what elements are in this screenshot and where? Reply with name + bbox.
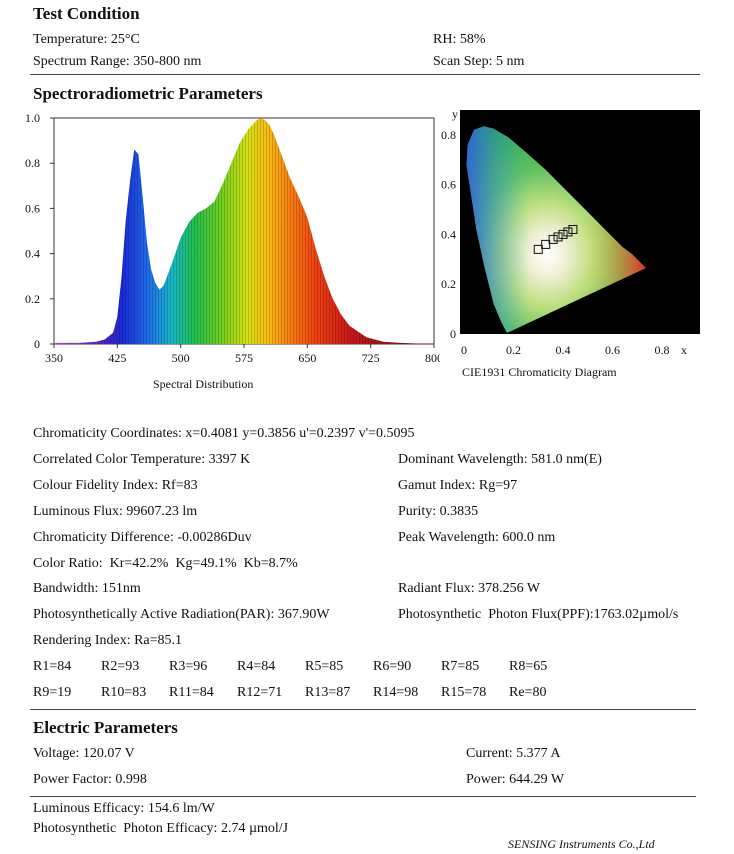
peak-wavelength: Peak Wavelength: 600.0 nm — [398, 530, 556, 545]
x-axis-symbol: x — [681, 343, 687, 357]
y-tick-label: 0.2 — [25, 292, 40, 306]
chromaticity-point — [558, 229, 568, 239]
fidelity-index: Colour Fidelity Index: Rf=83 — [33, 478, 198, 493]
r-value: R13=87 — [305, 685, 351, 700]
chromaticity-point — [541, 239, 551, 249]
relative-humidity: RH: 58% — [433, 32, 486, 47]
r-value: R14=98 — [373, 685, 419, 700]
r-value: R12=71 — [237, 685, 283, 700]
r-value: R2=93 — [101, 659, 140, 674]
luminous-flux: Luminous Flux: 99607.23 lm — [33, 504, 198, 519]
y-tick-label: 0.6 — [441, 178, 456, 192]
gamut-index: Gamut Index: Rg=97 — [398, 478, 518, 493]
x-tick-label: 0.4 — [556, 343, 571, 357]
divider — [30, 74, 700, 75]
r-value: R5=85 — [305, 659, 344, 674]
dominant-wavelength: Dominant Wavelength: 581.0 nm(E) — [398, 452, 602, 467]
divider — [30, 709, 696, 710]
photon-efficacy: Photosynthetic Photon Efficacy: 2.74 µmo… — [33, 821, 289, 836]
cie-xlabel: CIE1931 Chromaticity Diagram — [462, 365, 617, 379]
y-tick-label: 1.0 — [25, 111, 40, 125]
y-tick-label: 0.4 — [25, 247, 40, 261]
cct: Correlated Color Temperature: 3397 K — [33, 452, 251, 467]
spectral-distribution-chart: 350 425 500 575 650 725 800 0 0.2 0.4 0.6 0.8 1.0 — [25, 111, 440, 365]
chromaticity-coordinates: Chromaticity Coordinates: x=0.4081 y=0.3… — [33, 426, 415, 441]
bandwidth: Bandwidth: 151nm — [33, 581, 141, 596]
r-value: R1=84 — [33, 659, 72, 674]
x-tick-label: 575 — [235, 351, 253, 365]
current: Current: 5.377 A — [466, 746, 561, 761]
r-value: R4=84 — [237, 659, 276, 674]
cie-chromaticity-chart: 0 0.2 0.4 0.6 0.8 x 0 0.2 0.4 0.6 0.8 y — [441, 107, 700, 357]
r-value: R11=84 — [169, 685, 214, 700]
y-tick-label: 0.8 — [441, 128, 456, 142]
x-tick-label: 650 — [298, 351, 316, 365]
electric-heading: Electric Parameters — [33, 718, 178, 737]
footer-company: SENSING Instruments Co.,Ltd — [508, 837, 655, 851]
x-tick-label: 350 — [45, 351, 63, 365]
x-tick-label: 725 — [362, 351, 380, 365]
ppf: Photosynthetic Photon Flux(PPF):1763.02µ… — [398, 607, 679, 622]
x-tick-label: 425 — [108, 351, 126, 365]
y-tick-label: 0 — [450, 327, 456, 341]
radiant-flux: Radiant Flux: 378.256 W — [398, 581, 541, 596]
r-value: R8=65 — [509, 659, 548, 674]
voltage: Voltage: 120.07 V — [33, 746, 135, 761]
x-tick-label: 0.6 — [605, 343, 620, 357]
test-condition-heading: Test Condition — [33, 4, 140, 23]
spectrum-stripes — [54, 118, 434, 344]
x-tick-label: 800 — [425, 351, 440, 365]
x-tick-label: 500 — [172, 351, 190, 365]
divider — [30, 796, 696, 797]
rendering-index: Rendering Index: Ra=85.1 — [33, 633, 183, 648]
power: Power: 644.29 W — [466, 772, 565, 787]
y-tick-label: 0.8 — [25, 156, 40, 170]
color-ratio: Color Ratio: Kr=42.2% Kg=49.1% Kb=8.7% — [33, 556, 298, 571]
r-value: R3=96 — [169, 659, 208, 674]
r-value: R7=85 — [441, 659, 480, 674]
spectrum-range: Spectrum Range: 350-800 nm — [33, 54, 202, 69]
chromaticity-point — [553, 232, 563, 242]
y-tick-label: 0.4 — [441, 227, 456, 241]
y-tick-label: 0.2 — [441, 277, 456, 291]
par: Photosynthetically Active Radiation(PAR)… — [33, 607, 330, 622]
spectroradiometric-heading: Spectroradiometric Parameters — [33, 84, 263, 103]
power-factor: Power Factor: 0.998 — [33, 772, 147, 787]
chromaticity-difference: Chromaticity Difference: -0.00286Duv — [33, 530, 252, 545]
chromaticity-point — [568, 224, 578, 234]
r-value: Re=80 — [509, 685, 547, 700]
luminous-efficacy: Luminous Efficacy: 154.6 lm/W — [33, 801, 215, 816]
temperature: Temperature: 25°C — [33, 32, 140, 47]
chromaticity-point — [548, 234, 558, 244]
y-tick-label: 0 — [34, 337, 40, 351]
r-value: R10=83 — [101, 685, 147, 700]
x-tick-label: 0.2 — [506, 343, 521, 357]
spd-xlabel: Spectral Distribution — [153, 377, 254, 391]
chromaticity-point — [533, 244, 543, 254]
purity: Purity: 0.3835 — [398, 504, 479, 519]
chromaticity-point — [563, 227, 573, 237]
r-value: R15=78 — [441, 685, 487, 700]
x-tick-label: 0 — [461, 343, 467, 357]
y-tick-label: 0.6 — [25, 201, 40, 215]
spectral-locus-overlay — [466, 126, 646, 333]
y-axis-symbol: y — [452, 107, 458, 121]
x-tick-label: 0.8 — [655, 343, 670, 357]
scan-step: Scan Step: 5 nm — [433, 54, 525, 69]
r-value: R9=19 — [33, 685, 72, 700]
r-value: R6=90 — [373, 659, 412, 674]
